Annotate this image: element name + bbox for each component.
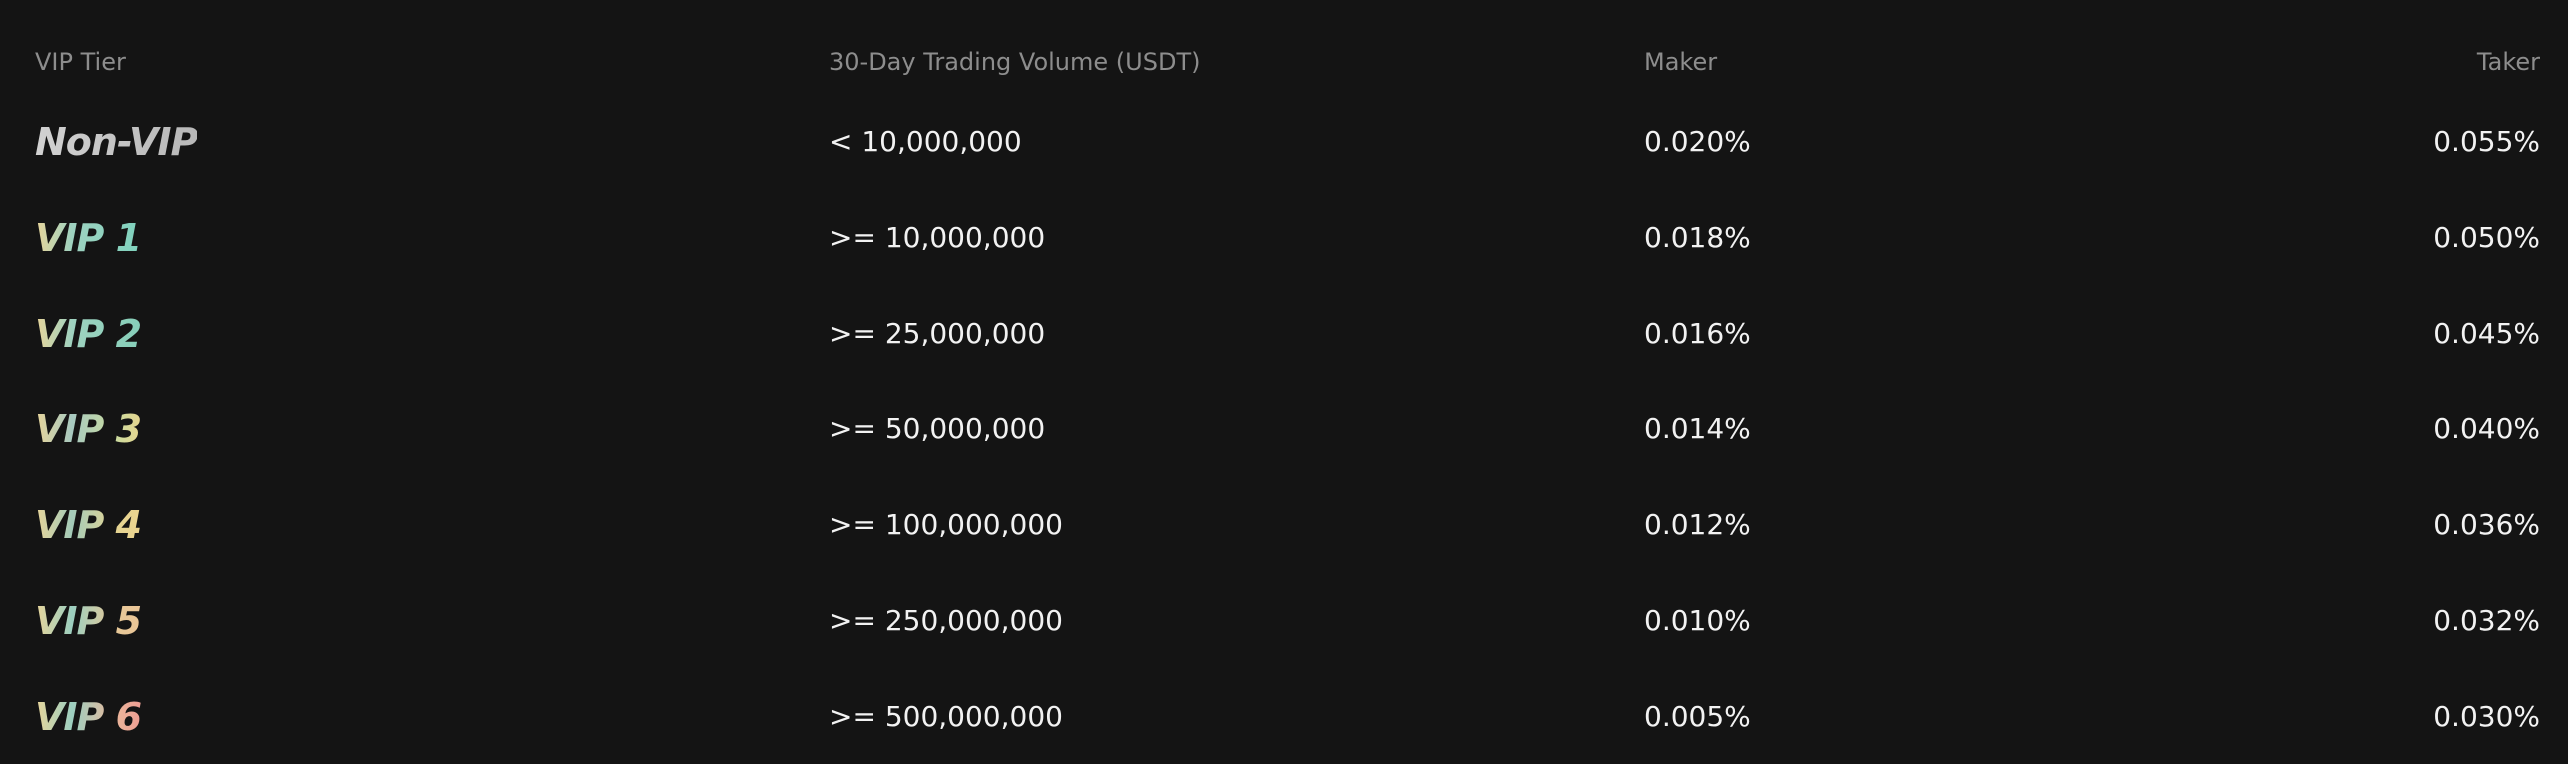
header-trading-volume: 30-Day Trading Volume (USDT) xyxy=(829,48,1201,76)
volume-cell: >= 100,000,000 xyxy=(829,508,1063,541)
tier-badge-vip-1: VIP 1 xyxy=(35,213,142,263)
tier-badge-vip-5: VIP 5 xyxy=(35,596,142,646)
taker-fee-cell: 0.045% xyxy=(2433,317,2540,350)
taker-fee-cell: 0.036% xyxy=(2433,508,2540,541)
taker-fee-cell: 0.030% xyxy=(2433,700,2540,733)
volume-cell: < 10,000,000 xyxy=(829,125,1022,158)
table-row: VIP 6 >= 500,000,000 0.005% 0.030% xyxy=(35,692,2540,742)
taker-fee-cell: 0.050% xyxy=(2433,221,2540,254)
header-vip-tier: VIP Tier xyxy=(35,48,126,76)
table-row: VIP 3 >= 50,000,000 0.014% 0.040% xyxy=(35,404,2540,454)
taker-fee-cell: 0.032% xyxy=(2433,604,2540,637)
volume-cell: >= 10,000,000 xyxy=(829,221,1046,254)
maker-fee-cell: 0.005% xyxy=(1644,700,1751,733)
volume-cell: >= 250,000,000 xyxy=(829,604,1063,637)
maker-fee-cell: 0.010% xyxy=(1644,604,1751,637)
maker-fee-cell: 0.012% xyxy=(1644,508,1751,541)
tier-badge-non-vip: Non-VIP xyxy=(35,117,198,167)
maker-fee-cell: 0.016% xyxy=(1644,317,1751,350)
vip-fee-table: VIP Tier 30-Day Trading Volume (USDT) Ma… xyxy=(35,0,2540,764)
tier-badge-vip-6: VIP 6 xyxy=(35,692,142,742)
header-maker: Maker xyxy=(1644,48,1718,76)
taker-fee-cell: 0.055% xyxy=(2433,125,2540,158)
volume-cell: >= 50,000,000 xyxy=(829,412,1046,445)
table-row: VIP 5 >= 250,000,000 0.010% 0.032% xyxy=(35,596,2540,646)
maker-fee-cell: 0.020% xyxy=(1644,125,1751,158)
table-row: VIP 2 >= 25,000,000 0.016% 0.045% xyxy=(35,309,2540,359)
table-row: VIP 4 >= 100,000,000 0.012% 0.036% xyxy=(35,500,2540,550)
volume-cell: >= 500,000,000 xyxy=(829,700,1063,733)
volume-cell: >= 25,000,000 xyxy=(829,317,1046,350)
tier-badge-vip-4: VIP 4 xyxy=(35,500,142,550)
table-row: Non-VIP < 10,000,000 0.020% 0.055% xyxy=(35,117,2540,167)
tier-badge-vip-3: VIP 3 xyxy=(35,404,142,454)
table-header-row: VIP Tier 30-Day Trading Volume (USDT) Ma… xyxy=(35,46,2540,78)
header-taker: Taker xyxy=(2476,48,2540,76)
taker-fee-cell: 0.040% xyxy=(2433,412,2540,445)
maker-fee-cell: 0.018% xyxy=(1644,221,1751,254)
table-row: VIP 1 >= 10,000,000 0.018% 0.050% xyxy=(35,213,2540,263)
maker-fee-cell: 0.014% xyxy=(1644,412,1751,445)
tier-badge-vip-2: VIP 2 xyxy=(35,309,142,359)
